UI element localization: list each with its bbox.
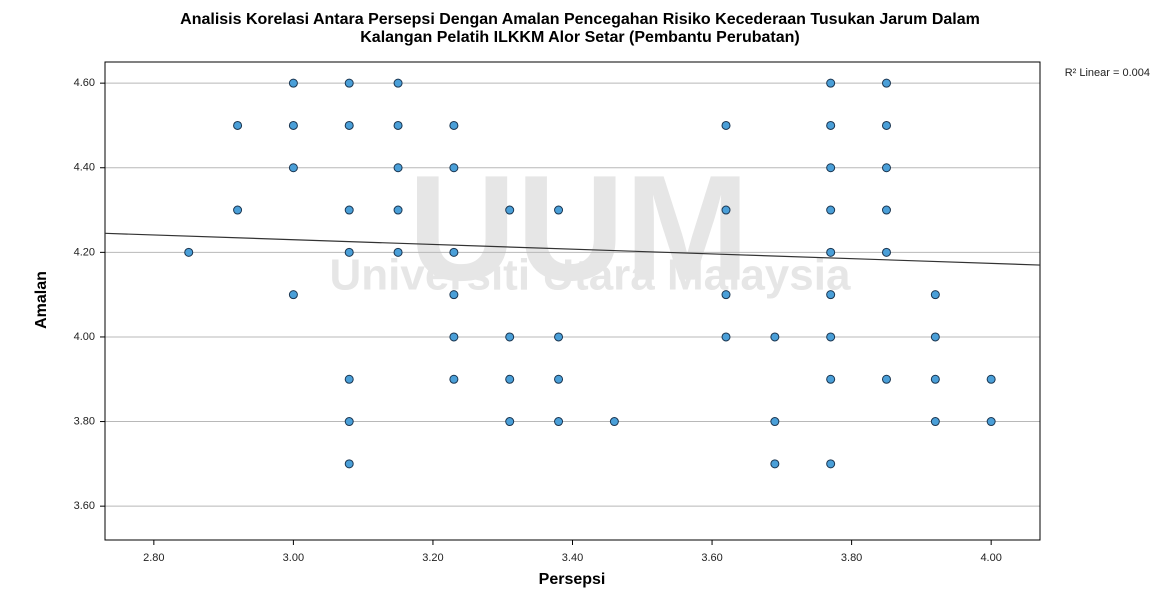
point xyxy=(826,205,836,215)
point xyxy=(930,374,940,384)
point xyxy=(449,332,459,342)
y-axis-label: Amalan xyxy=(33,271,50,329)
point xyxy=(881,205,891,215)
point xyxy=(721,120,731,130)
point xyxy=(288,290,298,300)
point xyxy=(449,163,459,173)
point xyxy=(344,205,354,215)
point xyxy=(826,163,836,173)
x-tick-label: 4.00 xyxy=(980,552,1001,564)
point xyxy=(826,332,836,342)
y-tick-label: 4.00 xyxy=(74,331,95,343)
point xyxy=(344,459,354,469)
point xyxy=(554,332,564,342)
point xyxy=(770,459,780,469)
y-tick-label: 3.60 xyxy=(74,500,95,512)
point xyxy=(881,247,891,257)
x-tick-label: 2.80 xyxy=(143,552,164,564)
point xyxy=(344,120,354,130)
point xyxy=(826,374,836,384)
x-tick-label: 3.20 xyxy=(422,552,443,564)
watermark-logo: UUM xyxy=(408,144,750,312)
point xyxy=(881,78,891,88)
point xyxy=(609,417,619,427)
x-axis-label: Persepsi xyxy=(539,571,606,588)
plot-frame xyxy=(104,61,1041,541)
point xyxy=(505,374,515,384)
y-tick-label: 4.20 xyxy=(74,246,95,258)
x-tick-label: 3.80 xyxy=(841,552,862,564)
point xyxy=(344,374,354,384)
point xyxy=(721,332,731,342)
point xyxy=(393,205,403,215)
point xyxy=(393,78,403,88)
point xyxy=(288,120,298,130)
point xyxy=(233,205,243,215)
point xyxy=(721,290,731,300)
point xyxy=(233,120,243,130)
point xyxy=(826,78,836,88)
point xyxy=(881,163,891,173)
fit-line xyxy=(104,232,1041,266)
point xyxy=(393,120,403,130)
point xyxy=(554,417,564,427)
point xyxy=(930,290,940,300)
point xyxy=(881,374,891,384)
x-tick-label: 3.40 xyxy=(562,552,583,564)
x-tick-label: 3.60 xyxy=(701,552,722,564)
point xyxy=(770,332,780,342)
annotation: R² Linear = 0.004 xyxy=(1065,67,1150,79)
chart-title: Kalangan Pelatih ILKKM Alor Setar (Pemba… xyxy=(360,29,799,46)
point xyxy=(449,290,459,300)
point xyxy=(449,374,459,384)
x-tick-label: 3.00 xyxy=(283,552,304,564)
point xyxy=(554,374,564,384)
watermark-text: Universiti Utara Malaysia xyxy=(330,251,851,300)
point xyxy=(986,374,996,384)
point xyxy=(505,205,515,215)
y-tick-label: 4.60 xyxy=(74,77,95,89)
point xyxy=(986,417,996,427)
point xyxy=(881,120,891,130)
point xyxy=(344,417,354,427)
point xyxy=(505,417,515,427)
y-tick-label: 3.80 xyxy=(74,415,95,427)
point xyxy=(288,163,298,173)
point xyxy=(288,78,298,88)
point xyxy=(505,332,515,342)
point xyxy=(770,417,780,427)
point xyxy=(930,332,940,342)
y-tick-label: 4.40 xyxy=(74,162,95,174)
point xyxy=(344,247,354,257)
point xyxy=(721,205,731,215)
point xyxy=(393,163,403,173)
point xyxy=(826,290,836,300)
point xyxy=(449,120,459,130)
point xyxy=(554,205,564,215)
point xyxy=(393,247,403,257)
point xyxy=(184,247,194,257)
point xyxy=(826,459,836,469)
point xyxy=(930,417,940,427)
point xyxy=(826,247,836,257)
point xyxy=(344,78,354,88)
chart-title: Analisis Korelasi Antara Persepsi Dengan… xyxy=(180,11,980,28)
point xyxy=(449,247,459,257)
point xyxy=(826,120,836,130)
